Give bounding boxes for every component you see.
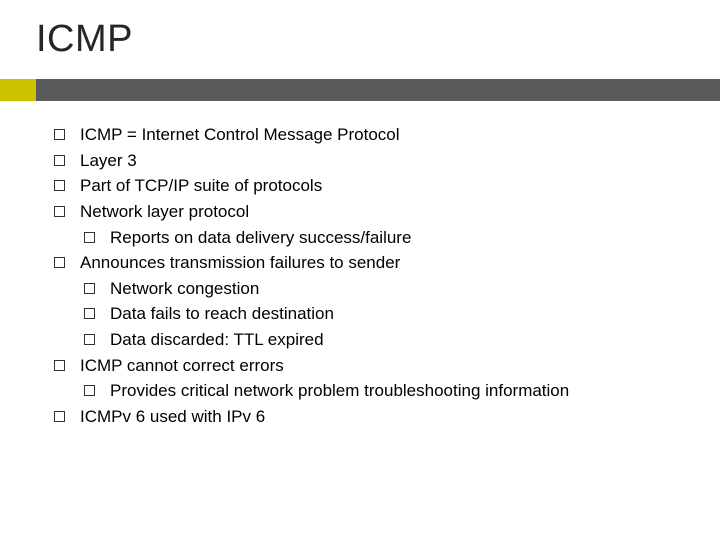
- bullet-item: Announces transmission failures to sende…: [52, 251, 700, 276]
- bullet-item: Provides critical network problem troubl…: [52, 379, 700, 404]
- accent-block: [0, 79, 36, 101]
- bullet-item: ICMP = Internet Control Message Protocol: [52, 123, 700, 148]
- main-bar: [36, 79, 720, 101]
- divider-bar: [0, 79, 720, 101]
- bullet-item: Data fails to reach destination: [52, 302, 700, 327]
- slide-title: ICMP: [36, 18, 720, 61]
- bullet-list: ICMP = Internet Control Message Protocol…: [0, 101, 720, 430]
- bullet-item: Part of TCP/IP suite of protocols: [52, 174, 700, 199]
- bullet-item: Layer 3: [52, 149, 700, 174]
- bullet-item: Network congestion: [52, 277, 700, 302]
- bullet-item: Network layer protocol: [52, 200, 700, 225]
- bullet-item: ICMPv 6 used with IPv 6: [52, 405, 700, 430]
- title-area: ICMP: [0, 0, 720, 61]
- bullet-item: Data discarded: TTL expired: [52, 328, 700, 353]
- bullet-item: ICMP cannot correct errors: [52, 354, 700, 379]
- bullet-item: Reports on data delivery success/failure: [52, 226, 700, 251]
